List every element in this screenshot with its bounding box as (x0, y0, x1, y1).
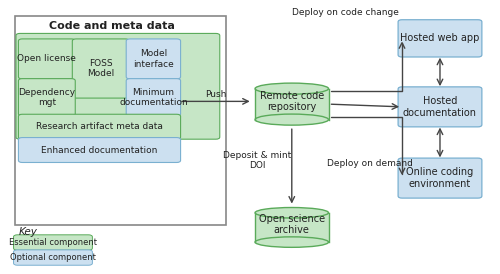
Ellipse shape (255, 83, 328, 94)
FancyBboxPatch shape (126, 79, 180, 116)
Ellipse shape (255, 114, 328, 125)
FancyBboxPatch shape (18, 79, 76, 116)
Text: Open science
archive: Open science archive (258, 214, 325, 235)
FancyBboxPatch shape (126, 39, 180, 79)
Text: Online coding
environment: Online coding environment (406, 167, 474, 189)
Text: Optional component: Optional component (10, 253, 96, 262)
Ellipse shape (255, 207, 328, 218)
Text: Deposit & mint
DOI: Deposit & mint DOI (224, 151, 292, 170)
Text: Remote code
repository: Remote code repository (260, 91, 324, 112)
FancyBboxPatch shape (18, 138, 180, 162)
Ellipse shape (255, 237, 328, 247)
Text: Key: Key (19, 227, 38, 236)
FancyBboxPatch shape (398, 20, 482, 57)
Text: Hosted web app: Hosted web app (400, 33, 479, 43)
FancyBboxPatch shape (255, 213, 328, 242)
Text: Enhanced documentation: Enhanced documentation (42, 145, 158, 155)
FancyBboxPatch shape (14, 235, 92, 250)
Text: Essential component: Essential component (9, 238, 97, 247)
Text: Hosted
documentation: Hosted documentation (403, 96, 477, 118)
Text: Deploy on code change: Deploy on code change (292, 8, 399, 17)
Text: Open license: Open license (18, 55, 76, 63)
Text: Research artifact meta data: Research artifact meta data (36, 122, 163, 131)
FancyBboxPatch shape (72, 39, 129, 98)
FancyBboxPatch shape (398, 87, 482, 127)
FancyBboxPatch shape (18, 39, 76, 79)
FancyBboxPatch shape (18, 114, 180, 139)
Text: Minimum
documentation: Minimum documentation (119, 88, 188, 107)
Text: Dependency
mgt: Dependency mgt (18, 88, 76, 107)
FancyBboxPatch shape (398, 158, 482, 198)
FancyBboxPatch shape (15, 16, 226, 225)
Text: Code and meta data: Code and meta data (50, 21, 175, 31)
Text: FOSS
Model: FOSS Model (87, 59, 115, 78)
FancyBboxPatch shape (16, 33, 220, 139)
FancyBboxPatch shape (255, 89, 328, 120)
Text: Model
interface: Model interface (133, 49, 174, 68)
Text: Push: Push (205, 90, 227, 99)
Text: Deploy on demand: Deploy on demand (327, 159, 413, 167)
FancyBboxPatch shape (14, 250, 92, 265)
